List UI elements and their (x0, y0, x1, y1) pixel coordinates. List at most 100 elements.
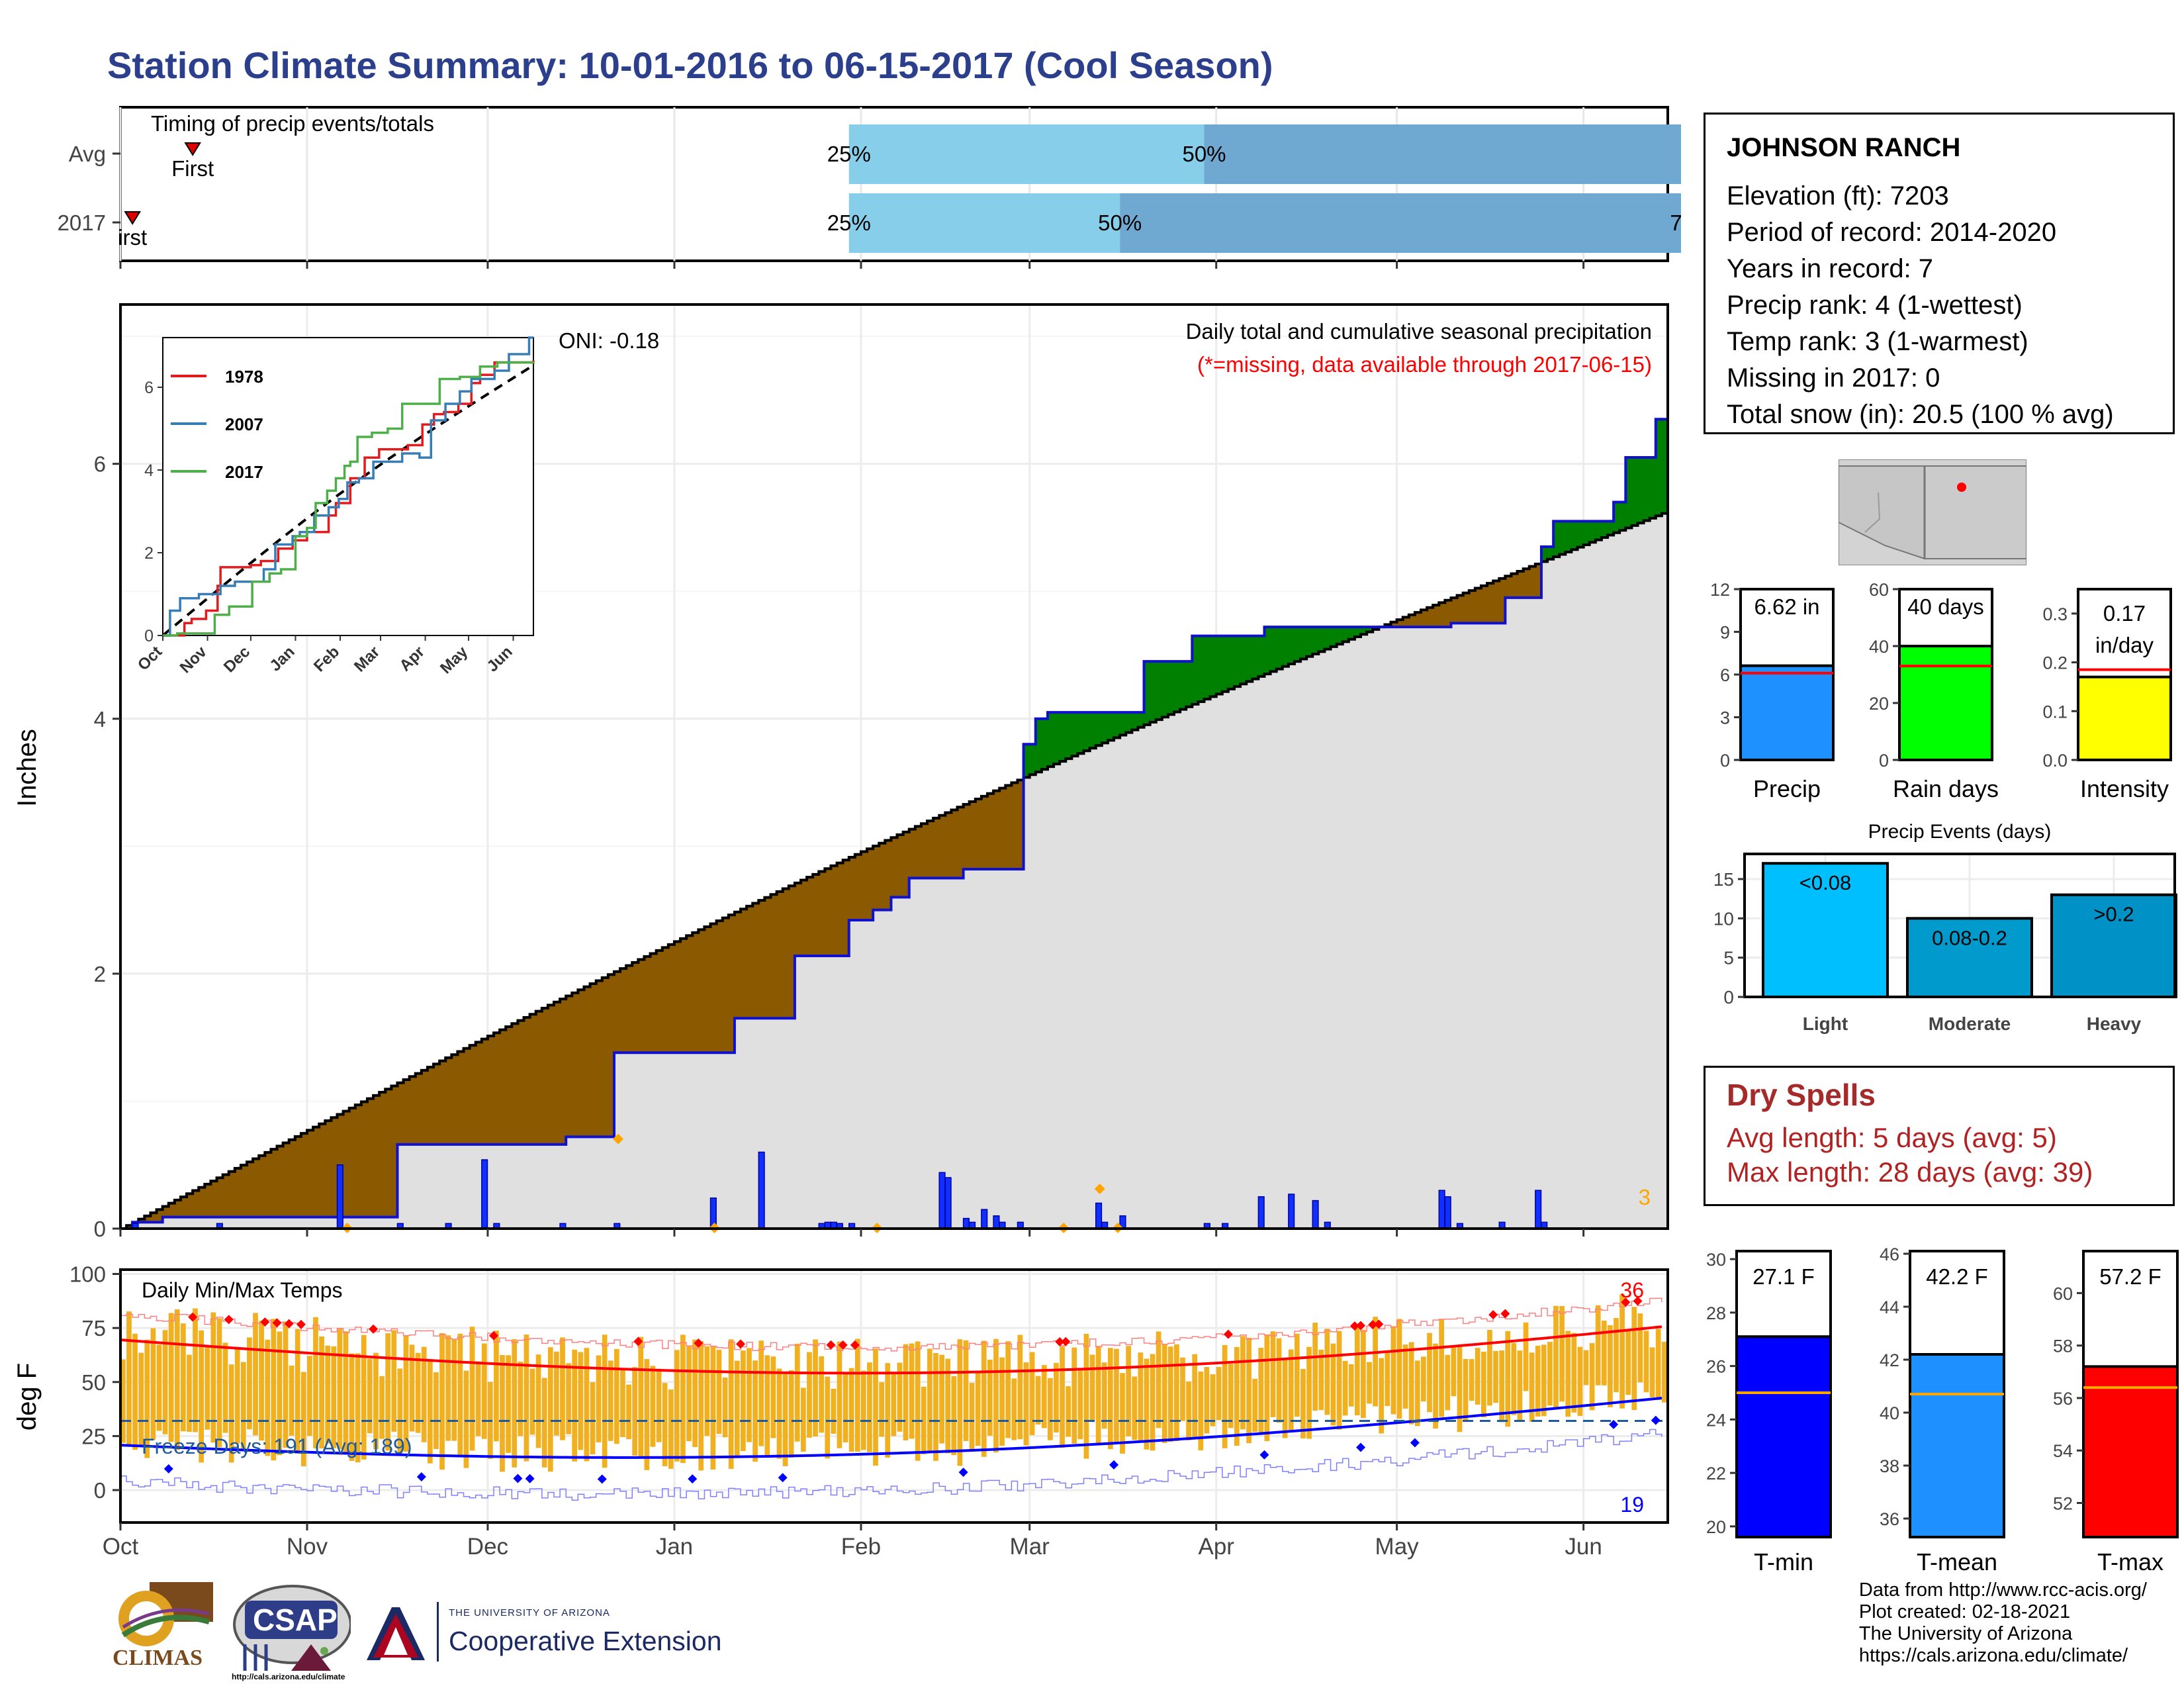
daily-temp-bar (457, 1333, 463, 1457)
daily-temp-bar (1589, 1343, 1595, 1411)
record-high-marker (1356, 1321, 1366, 1331)
deficit-area (1487, 583, 1494, 624)
daily-temp-bar (1035, 1376, 1041, 1425)
event-bar-label: 0.08-0.2 (1932, 926, 2007, 949)
surplus-area (1228, 635, 1235, 689)
daily-temp-bar (1608, 1325, 1613, 1407)
deficit-area (686, 935, 694, 1053)
deficit-area (1511, 573, 1518, 598)
surplus-area (1595, 521, 1602, 540)
surplus-area (1300, 627, 1307, 659)
daily-temp-bar (1161, 1344, 1167, 1443)
daily-temp-bar (427, 1359, 433, 1464)
deficit-area (800, 880, 807, 956)
daily-temp-bar (638, 1336, 644, 1458)
daily-temp-bar (1625, 1329, 1631, 1395)
deficit-area (963, 804, 970, 870)
y-tick-label: 75 (81, 1316, 106, 1340)
deficit-area (512, 1023, 519, 1145)
daily-temp-bar (1517, 1350, 1523, 1421)
record-high-marker (1374, 1319, 1384, 1329)
x-tick-label: Nov (287, 1534, 328, 1560)
deficit-area (500, 1029, 507, 1145)
dry-spells-title: Dry Spells (1727, 1078, 1876, 1112)
daily-temp-bar (1150, 1354, 1156, 1451)
deficit-area (758, 900, 766, 1019)
deficit-area (1457, 595, 1464, 624)
daily-temp-bar (1083, 1333, 1089, 1459)
daily-temp-bar (825, 1376, 831, 1459)
summary-bar (1739, 664, 1835, 761)
daily-temp-bar (1445, 1354, 1451, 1411)
deficit-area (379, 1092, 387, 1217)
daily-temp-bar (1167, 1346, 1173, 1442)
y-tick-label: 0.0 (2042, 751, 2068, 771)
legend-label: 2017 (225, 462, 263, 482)
surplus-area (1204, 635, 1211, 700)
timing-chart: Timing of precip events/totals Avg 25% 50% 7… (58, 106, 1681, 269)
deficit-area (680, 938, 687, 1053)
temp-summary-value-label: 42.2 F (1926, 1264, 1988, 1289)
deficit-area (692, 932, 700, 1053)
daily-temp-bar (969, 1383, 975, 1451)
daily-temp-bar (439, 1333, 445, 1470)
deficit-area (1427, 607, 1434, 628)
daily-temp-bar (800, 1387, 806, 1452)
daily-temp-bar (680, 1335, 686, 1464)
deficit-area (1529, 566, 1536, 598)
daily-temp-bar (939, 1354, 944, 1444)
surplus-area (1126, 712, 1133, 733)
daily-temp-bar (1643, 1331, 1649, 1393)
deficit-area (584, 986, 591, 1137)
record-high-marker (489, 1331, 499, 1340)
deficit-area (481, 1039, 488, 1145)
deficit-area (776, 891, 784, 1019)
daily-temp-bar (1174, 1344, 1179, 1442)
deficit-area (825, 868, 832, 956)
deficit-area (981, 796, 988, 870)
deficit-area (1408, 614, 1416, 628)
deficit-area (187, 1194, 193, 1217)
summary-category-label: Precip (1753, 775, 1821, 802)
deficit-area (945, 812, 952, 878)
timing-pct-label: 25% (827, 211, 871, 235)
record-high-marker (826, 1340, 836, 1350)
station-line: Elevation (ft): 7203 (1727, 181, 1949, 211)
y-tick-label: 0.2 (2042, 653, 2068, 673)
deficit-area (957, 807, 964, 878)
deficit-area (361, 1102, 368, 1217)
deficit-area (1414, 612, 1422, 628)
summary-bar (1898, 645, 1993, 761)
y-tick-label: 9 (1720, 623, 1730, 643)
surplus-area (1270, 627, 1277, 672)
surplus-area (1643, 457, 1651, 521)
daily-precip-bar (938, 1172, 946, 1229)
daily-temp-bar (734, 1360, 740, 1456)
y-tick-label: 0.1 (2042, 702, 2068, 722)
climas-logo-text: CLIMAS (113, 1646, 203, 1670)
y-tick-label: 2 (94, 962, 106, 986)
deficit-area (1517, 571, 1524, 598)
daily-precip-bar (981, 1209, 988, 1229)
deficit-area (385, 1089, 392, 1217)
deficit-area (265, 1152, 272, 1217)
deficit-area (741, 909, 747, 1019)
y-tick-label: 24 (1706, 1410, 1726, 1430)
timing-pct-label: 50% (1098, 211, 1142, 235)
temp-summary-value-label: 57.2 F (2099, 1264, 2161, 1289)
deficit-area (626, 965, 633, 1053)
surplus-area (1583, 521, 1590, 545)
x-tick-label: Feb (841, 1534, 881, 1560)
daily-temp-bar (921, 1386, 927, 1455)
deficit-area (433, 1064, 440, 1145)
daily-temp-bar (1529, 1352, 1535, 1422)
daily-temp-bar (337, 1328, 343, 1449)
deficit-area (842, 860, 850, 956)
event-category-label: Moderate (1929, 1013, 2011, 1034)
deficit-area (409, 1076, 416, 1145)
temp-summary-bar-charts: 20 22 24 26 28 30 27.1 F T-min 36 38 40 42 44 46 42.2 … (1706, 1244, 2179, 1575)
daily-temp-bar (1077, 1368, 1083, 1440)
surplus-area (1023, 744, 1030, 778)
y-tick-label: 28 (1706, 1303, 1726, 1323)
deficit-area (782, 888, 790, 1019)
